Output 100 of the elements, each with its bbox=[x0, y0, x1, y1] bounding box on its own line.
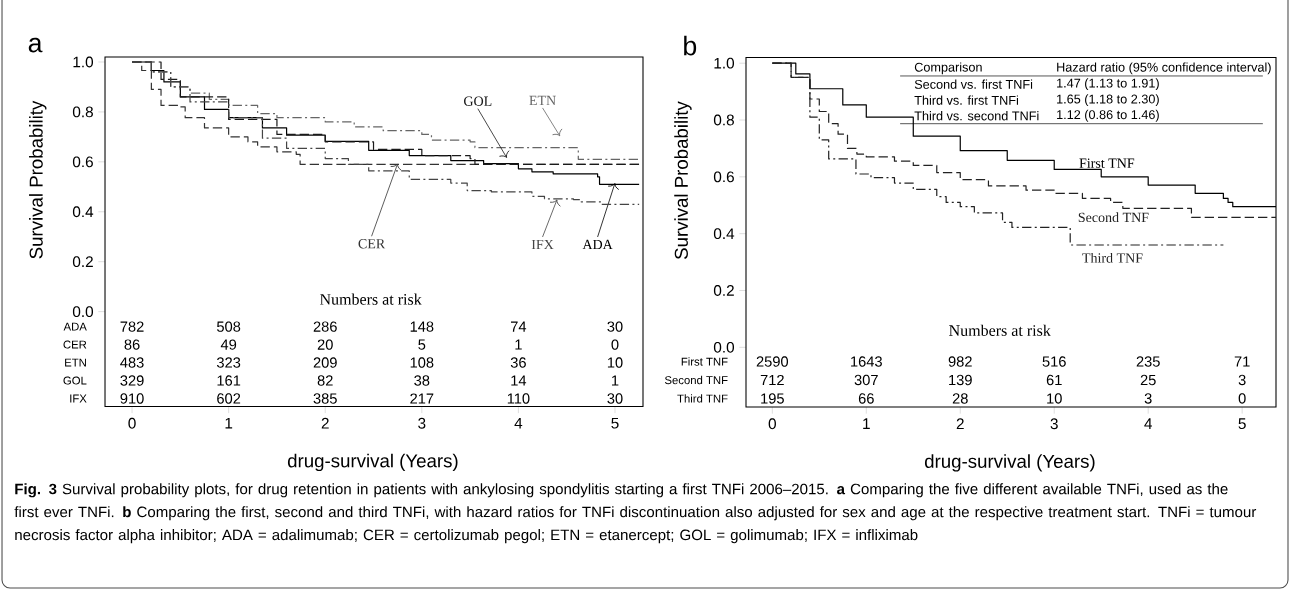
text: ETN bbox=[65, 358, 86, 367]
x-tick-label: 4 bbox=[1144, 418, 1153, 429]
annotation: Third vs. first TNFi bbox=[914, 95, 1018, 105]
x-tick-label: 2 bbox=[956, 418, 964, 430]
y-tick-label: 0.4 bbox=[72, 206, 94, 218]
annotation: 0 bbox=[611, 339, 619, 350]
series-label: Third TNF bbox=[1082, 252, 1143, 263]
y-tick-label: 0.6 bbox=[72, 156, 93, 168]
annotation: 3 bbox=[1238, 374, 1246, 386]
text: IFX bbox=[70, 394, 87, 403]
y-tick-label: 0.8 bbox=[72, 106, 93, 118]
annotation: 209 bbox=[313, 357, 337, 368]
annotation: 3 bbox=[1144, 393, 1152, 404]
text: ADA bbox=[63, 322, 87, 331]
annotation: Hazard ratio (95% confidence interval) bbox=[1057, 62, 1271, 75]
annotation: 307 bbox=[854, 374, 878, 386]
x-tick-label: 0 bbox=[768, 418, 776, 430]
annotation: 1.12 (0.86 to 1.46) bbox=[1057, 109, 1159, 122]
x-tick-label: 1 bbox=[225, 417, 233, 429]
x-tick-label: 3 bbox=[1050, 418, 1058, 430]
text: GOL bbox=[63, 376, 87, 385]
annotation: 49 bbox=[220, 339, 237, 350]
annotation: 508 bbox=[216, 321, 241, 332]
annotation: 28 bbox=[952, 393, 968, 404]
annotation: 1 bbox=[515, 339, 522, 350]
y-tick-label: 0.8 bbox=[713, 114, 734, 126]
annotation: Third vs. second TNFi bbox=[914, 111, 1039, 121]
annotation: 286 bbox=[313, 321, 337, 332]
x-tick-label: 5 bbox=[611, 417, 619, 429]
annotation: 195 bbox=[761, 393, 784, 404]
text: CER bbox=[358, 239, 386, 249]
annotation: 712 bbox=[760, 374, 784, 386]
annotation: 235 bbox=[1136, 356, 1160, 367]
annotation: 71 bbox=[1234, 356, 1250, 367]
annotation: 148 bbox=[410, 321, 434, 332]
annotation: Second vs. first TNFi bbox=[914, 79, 1033, 89]
chart-title: b bbox=[684, 35, 697, 56]
annotation: 74 bbox=[511, 321, 527, 332]
chart-title: a bbox=[28, 37, 43, 53]
y-tick-label: 0.2 bbox=[72, 256, 93, 268]
x-tick-label: 0 bbox=[128, 417, 136, 429]
annotation: 982 bbox=[948, 356, 972, 367]
annotation: 1.47 (1.13 to 1.91) bbox=[1057, 78, 1159, 91]
x-tick-label: 2 bbox=[321, 417, 329, 429]
text: GOL bbox=[464, 96, 492, 106]
annotation: 66 bbox=[858, 393, 874, 404]
annotation: 86 bbox=[124, 339, 140, 350]
y-tick-label: 1.0 bbox=[73, 56, 94, 68]
x-tick-label: 5 bbox=[1238, 418, 1246, 430]
annotation: 38 bbox=[414, 375, 430, 386]
y-tick-label: 0.2 bbox=[713, 285, 734, 296]
annotation: 30 bbox=[607, 393, 623, 404]
annotation: 10 bbox=[607, 357, 623, 368]
text: IFX bbox=[531, 239, 554, 250]
annotation: Comparison bbox=[914, 62, 982, 75]
x-tick-label: 3 bbox=[418, 417, 426, 429]
text: Third TNF bbox=[677, 394, 728, 403]
text: ADA bbox=[582, 239, 613, 250]
y-axis-title: Survival Probability bbox=[674, 101, 692, 260]
annotation: 782 bbox=[120, 321, 144, 332]
annotation: 483 bbox=[120, 357, 144, 368]
annotation: 82 bbox=[317, 375, 333, 386]
y-axis-title: Survival Probability bbox=[29, 100, 47, 259]
annotation: 217 bbox=[410, 393, 434, 404]
x-tick-label: 4 bbox=[514, 417, 523, 429]
text: Second TNF bbox=[664, 375, 728, 385]
annotation: Numbers at risk bbox=[949, 324, 1051, 336]
annotation: 2590 bbox=[756, 356, 789, 367]
x-axis-title: drug-survival (Years) bbox=[924, 454, 1095, 472]
y-tick-label: 0.0 bbox=[713, 341, 735, 353]
annotation: 5 bbox=[418, 339, 426, 350]
y-tick-label: 0.6 bbox=[713, 171, 734, 183]
x-tick-label: 1 bbox=[863, 418, 870, 429]
annotation: 1.65 (1.18 to 2.30) bbox=[1057, 94, 1159, 107]
y-tick-label: 0.0 bbox=[72, 306, 94, 318]
text: CER bbox=[63, 340, 87, 349]
series-label: Second TNF bbox=[1078, 212, 1149, 223]
annotation: 36 bbox=[510, 357, 526, 368]
annotation: 108 bbox=[410, 357, 434, 368]
annotation: 20 bbox=[317, 339, 333, 350]
annotation: 61 bbox=[1046, 374, 1062, 386]
series-label: First TNF bbox=[1079, 158, 1135, 168]
annotation: 10 bbox=[1047, 393, 1062, 404]
annotation: 161 bbox=[217, 375, 241, 386]
annotation: 110 bbox=[507, 393, 530, 404]
annotation: 14 bbox=[511, 375, 527, 386]
annotation: 1 bbox=[612, 375, 619, 386]
text: ETN bbox=[529, 95, 556, 106]
annotation: Numbers at risk bbox=[319, 293, 422, 305]
text: First TNF bbox=[681, 357, 728, 366]
annotation: 323 bbox=[216, 357, 241, 368]
annotation: 30 bbox=[607, 321, 623, 332]
annotation: 910 bbox=[120, 393, 144, 404]
annotation: 516 bbox=[1042, 356, 1066, 367]
x-axis-title: drug-survival (Years) bbox=[287, 453, 458, 472]
annotation: 1643 bbox=[851, 356, 882, 367]
annotation: 25 bbox=[1140, 374, 1156, 386]
annotation: 385 bbox=[313, 393, 337, 404]
text: Fig. 3 Survival probability plots, for drug retention in patients with ankylosing spondylitis starting a first TNFi 2006–2015. a Comparing the five different available TNFi, used as the first ever TNFi. b Comparing the first, second and third TNFi, with hazard ratios for TNFi discontinuation also adjusted for sex and age at the respective treatment start. TNFi = tumour necrosis factor alpha inhibitor; ADA = adalimumab; CER = certolizumab pegol; ETN = etanercept; GOL = golimumab; IFX = infliximab bbox=[14, 483, 1257, 544]
annotation: 139 bbox=[949, 374, 972, 386]
